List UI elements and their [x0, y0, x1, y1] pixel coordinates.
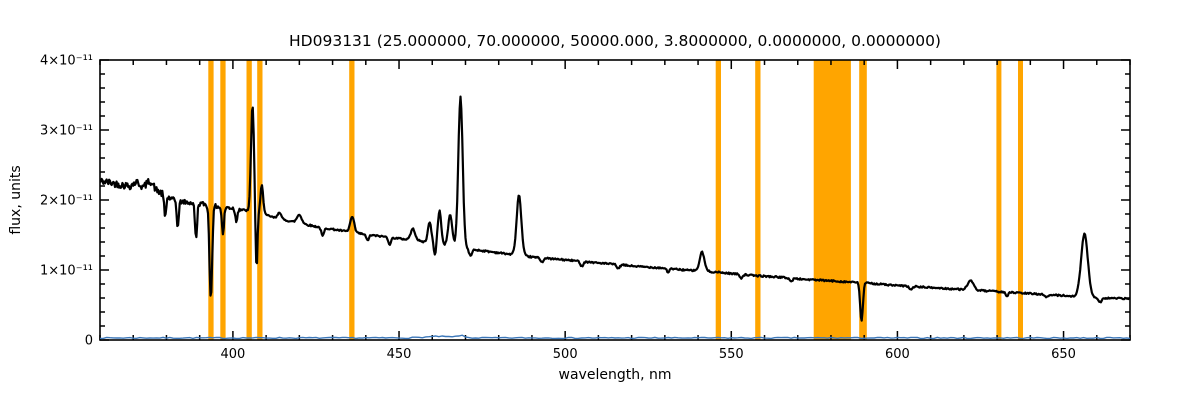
masked-band [859, 60, 867, 340]
x-axis-label: wavelength, nm [559, 367, 672, 383]
y-tick-label: 1×10⁻¹¹ [40, 264, 93, 279]
x-tick-label: 500 [553, 347, 578, 362]
stellar-spectrum-line [100, 95, 1130, 322]
x-tick-label: 550 [719, 347, 744, 362]
masked-band [996, 60, 1002, 340]
y-tick-label: 0 [85, 334, 93, 349]
masked-band [715, 60, 721, 340]
x-tick-label: 450 [387, 347, 412, 362]
masked-band [220, 60, 226, 340]
y-tick-label: 4×10⁻¹¹ [40, 54, 93, 69]
x-tick-label: 600 [885, 347, 910, 362]
masked-band [755, 60, 761, 340]
plot-frame [99, 59, 1131, 341]
x-tick-label: 400 [220, 347, 245, 362]
y-tick-label: 3×10⁻¹¹ [40, 124, 93, 139]
masked-band [349, 60, 355, 340]
y-axis-label: flux, units [8, 165, 24, 234]
error-spectrum-line [100, 334, 1130, 340]
masked-band [1018, 60, 1023, 340]
x-tick-label: 650 [1051, 347, 1076, 362]
y-tick-label: 2×10⁻¹¹ [40, 194, 93, 209]
chart-title: HD093131 (25.000000, 70.000000, 50000.00… [289, 32, 941, 50]
masked-band [813, 60, 851, 340]
plot-content: 400 450 500 550 600 650 0 1×10⁻¹¹ 2×10⁻¹¹ 3×10⁻¹¹… [40, 54, 1131, 362]
masked-band [208, 60, 214, 340]
